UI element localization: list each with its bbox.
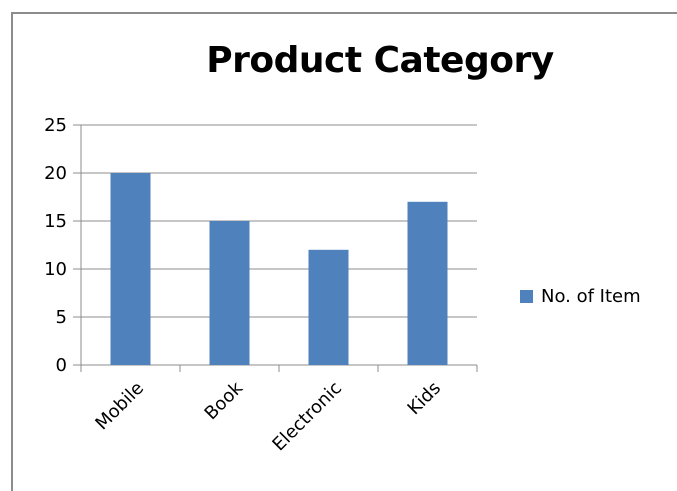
x-tick-labels: Mobile Book Electronic Kids (91, 377, 445, 455)
chart-title: Product Category (206, 40, 554, 81)
x-tick-label: Book (200, 377, 247, 424)
y-tick-labels: 0 5 10 15 20 25 (44, 115, 67, 376)
y-tick-label: 15 (44, 211, 67, 232)
x-tick-label: Electronic (268, 378, 346, 456)
y-tick-label: 25 (44, 115, 67, 136)
bar-kids (407, 201, 448, 365)
bar-book (209, 221, 250, 365)
bars (110, 173, 448, 365)
y-tick-label: 10 (44, 259, 67, 280)
legend-swatch (520, 290, 533, 303)
x-tick-label: Mobile (91, 378, 148, 435)
x-tick-label: Kids (404, 378, 445, 419)
y-tick-label: 0 (56, 355, 67, 376)
bar-mobile (110, 173, 151, 365)
y-tick-label: 5 (56, 307, 67, 328)
bar-electronic (308, 249, 349, 365)
legend: No. of Item (520, 286, 641, 307)
chart-frame (11, 12, 677, 491)
legend-label: No. of Item (541, 286, 641, 307)
y-tick-label: 20 (44, 163, 67, 184)
